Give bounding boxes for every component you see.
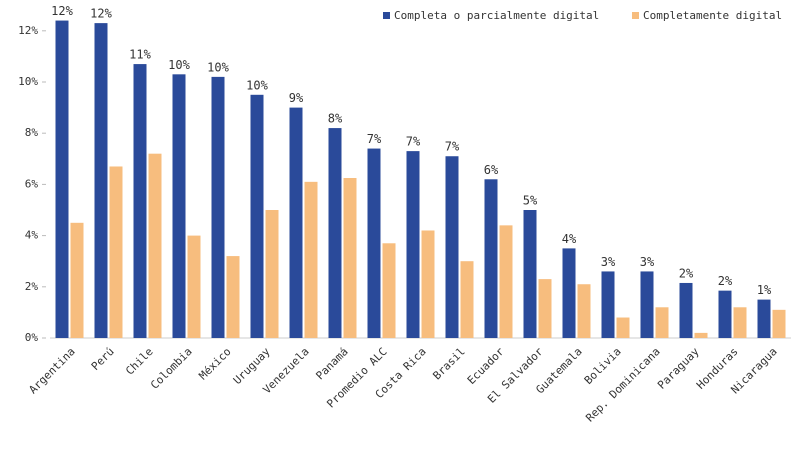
bar [55,20,69,339]
bar [655,307,669,338]
x-tick-label: Brasil [430,345,467,382]
bar [133,64,147,338]
value-label: 11% [129,48,151,62]
bar [94,23,108,339]
bar [640,271,654,338]
bar [367,148,381,338]
bar [265,210,279,338]
value-label: 3% [640,255,655,269]
bar [577,284,591,338]
bar [601,271,615,338]
x-tick-label: Colombia [148,345,195,392]
legend-swatch [383,12,390,19]
bar [289,107,303,338]
bar [211,76,225,338]
bar [382,243,396,338]
bar [304,181,318,338]
value-label: 7% [367,132,382,146]
y-tick-label: 4% [25,229,39,242]
x-tick-label: Rep. Dominicana [583,345,662,424]
bar [733,307,747,338]
value-label: 7% [406,135,421,149]
bar [694,332,708,338]
legend-label: Completa o parcialmente digital [394,9,599,22]
bar [499,225,513,338]
bar [148,153,162,338]
x-tick-label: Perú [89,345,117,373]
bar [523,210,537,338]
value-label: 4% [562,232,577,246]
x-tick-label: Argentina [26,345,77,396]
value-label: 12% [51,4,73,18]
y-tick-label: 10% [18,75,38,88]
legend-swatch [632,12,639,19]
bar [250,94,264,338]
bar [445,156,459,338]
bar [718,290,732,338]
bar [757,299,771,338]
bar [460,261,474,338]
value-label: 7% [445,140,460,154]
bar [328,128,342,338]
bar [172,74,186,338]
x-tick-label: Panamá [313,345,350,382]
value-label: 5% [523,194,538,208]
bar [109,166,123,338]
bar [70,222,84,338]
x-tick-label: Chile [123,345,156,378]
value-label: 6% [484,163,499,177]
bar [538,279,552,338]
bar [187,235,201,338]
bar [421,230,435,338]
y-tick-label: 6% [25,177,39,190]
y-tick-label: 0% [25,331,39,344]
value-label: 2% [718,274,733,288]
y-tick-label: 12% [18,24,38,37]
value-label: 10% [246,78,268,92]
value-label: 10% [168,58,190,72]
value-label: 1% [757,283,772,297]
bar [679,282,693,338]
bar [343,178,357,338]
bar [772,309,786,338]
bar [562,248,576,338]
legend-label: Completamente digital [643,9,782,22]
value-label: 3% [601,255,616,269]
value-label: 10% [207,60,229,74]
value-label: 9% [289,91,304,105]
bar [226,256,240,338]
bar [484,179,498,338]
bar [616,317,630,338]
value-label: 12% [90,7,112,21]
x-tick-label: México [196,345,233,382]
value-label: 2% [679,266,694,280]
value-label: 8% [328,112,343,126]
y-tick-label: 2% [25,280,39,293]
bar [406,151,420,338]
y-tick-label: 8% [25,126,39,139]
